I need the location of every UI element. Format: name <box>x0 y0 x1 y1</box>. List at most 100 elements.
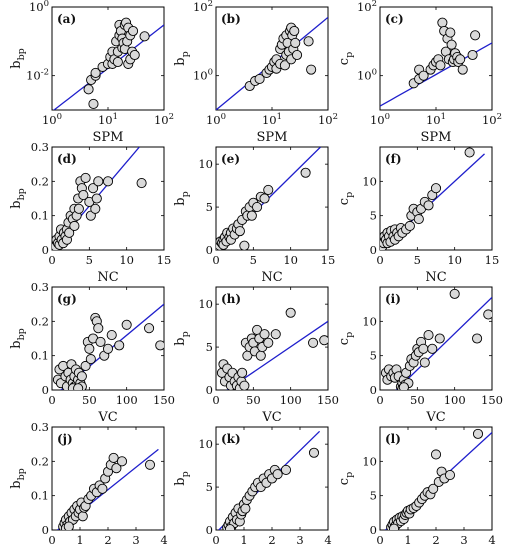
data-point <box>255 350 266 361</box>
data-point <box>64 227 75 238</box>
y-tick-label: 0 <box>42 523 49 537</box>
panel-label: (a) <box>57 12 76 26</box>
x-tick-label: 150 <box>153 393 175 407</box>
points-group <box>244 22 317 92</box>
y-tick-label: 0 <box>42 383 49 397</box>
x-axis-label: SPM <box>93 130 124 145</box>
x-tick-label: 10 <box>283 253 298 267</box>
data-point <box>111 463 122 474</box>
data-point <box>144 323 155 334</box>
data-point <box>434 333 445 344</box>
data-point <box>472 333 483 344</box>
points-group <box>58 452 156 530</box>
x-tick-label: 4 <box>488 533 495 547</box>
x-tick-label: 102 <box>482 112 502 127</box>
data-point <box>430 449 442 460</box>
data-point <box>88 98 99 109</box>
x-tick-label: 2 <box>104 533 111 547</box>
data-point <box>83 84 94 95</box>
data-point <box>423 200 434 211</box>
x-axis-label: VC <box>97 410 117 425</box>
data-point <box>73 383 84 390</box>
x-tick-label: 4 <box>160 533 167 547</box>
y-tick-label: 102 <box>357 0 377 14</box>
panel-label: (c) <box>385 12 404 26</box>
y-axis-label: cp <box>337 192 355 205</box>
x-tick-label: 0 <box>376 253 383 267</box>
data-point <box>430 183 442 194</box>
y-axis-label: cp <box>337 52 355 65</box>
data-point <box>427 343 438 354</box>
x-tick-label: 5 <box>414 253 421 267</box>
panel-label: (h) <box>221 292 241 306</box>
y-tick-label: 10 <box>198 157 213 171</box>
data-point <box>472 428 484 439</box>
y-tick-label: 5 <box>370 209 377 223</box>
x-tick-label: 0 <box>212 393 219 407</box>
data-point <box>428 483 439 494</box>
panel-label: (e) <box>221 152 240 166</box>
x-tick-label: 5 <box>86 253 93 267</box>
x-tick-label: 1 <box>404 533 411 547</box>
data-point <box>95 336 106 347</box>
x-tick-label: 10 <box>119 253 134 267</box>
x-tick-label: 3 <box>132 533 139 547</box>
y-axis-label: cp <box>337 472 355 485</box>
x-tick-label: 0 <box>212 533 219 547</box>
data-point <box>398 382 409 390</box>
x-axis-label: SPM <box>257 130 288 145</box>
data-point <box>272 469 283 480</box>
y-axis-label: bbp <box>9 188 27 209</box>
data-point <box>418 70 429 81</box>
y-tick-label: 5 <box>206 340 213 354</box>
data-point <box>303 36 314 47</box>
y-tick-label: 0 <box>206 243 213 257</box>
data-point <box>291 49 303 61</box>
data-point <box>464 147 475 158</box>
x-tick-label: 101 <box>98 112 118 127</box>
x-tick-label: 0 <box>48 253 55 267</box>
data-point <box>108 452 119 463</box>
x-axis-label: VC <box>425 410 445 425</box>
panel-i: 0 50 100 150 0 5 10 (i) VC cp <box>337 286 503 425</box>
data-point <box>419 357 430 368</box>
x-tick-label: 100 <box>370 112 390 127</box>
data-point <box>73 203 84 214</box>
y-tick-label: 10-2 <box>26 68 49 83</box>
data-point <box>263 184 274 195</box>
panel-d: 0 5 10 15 0 0.1 0.2 0.3 (d) NC bbp <box>9 140 171 285</box>
data-point <box>69 220 80 232</box>
data-point <box>423 330 434 341</box>
data-point <box>308 337 319 348</box>
y-tick-label: 0 <box>370 523 377 537</box>
y-tick-label: 10 <box>362 454 377 468</box>
panel-f: 0 5 10 15 0 5 10 (f) NC cp <box>337 146 499 285</box>
data-point <box>84 343 95 354</box>
x-tick-label: 2 <box>268 533 275 547</box>
data-point <box>97 483 108 494</box>
x-tick-label: 100 <box>280 393 302 407</box>
x-tick-label: 100 <box>116 393 138 407</box>
panel-label: (k) <box>221 432 241 446</box>
x-tick-label: 101 <box>426 112 446 127</box>
x-tick-label: 4 <box>324 533 331 547</box>
data-point <box>93 323 104 334</box>
y-tick-label: 102 <box>193 0 213 14</box>
data-point <box>80 172 91 183</box>
data-point <box>239 240 250 250</box>
data-point <box>234 226 245 237</box>
data-point <box>112 56 123 68</box>
y-tick-label: 0.3 <box>31 420 49 434</box>
data-point <box>116 456 128 467</box>
data-point <box>88 183 99 194</box>
y-tick-label: 100 <box>193 68 213 83</box>
data-point <box>445 27 456 38</box>
data-point <box>77 511 88 522</box>
y-tick-label: 0 <box>42 243 49 257</box>
y-tick-label: 0.1 <box>31 489 49 503</box>
points-group <box>408 17 481 89</box>
data-point <box>418 343 429 354</box>
x-axis-label: NC <box>261 270 282 285</box>
